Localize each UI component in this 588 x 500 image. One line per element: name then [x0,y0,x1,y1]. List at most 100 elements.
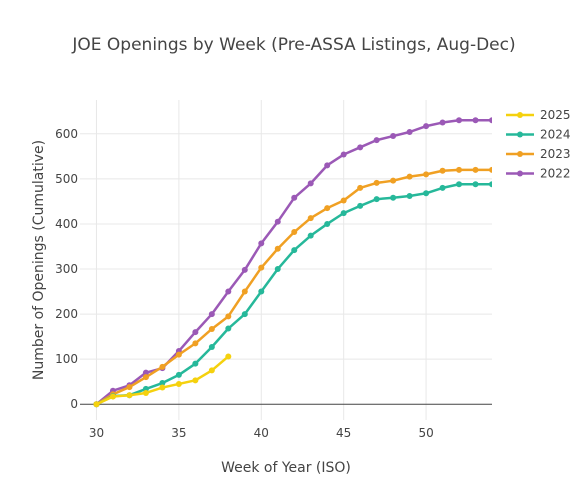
data-point-2025 [175,380,182,387]
data-point-2022 [324,162,331,169]
data-point-2022 [489,117,492,124]
data-point-2023 [225,313,232,320]
legend-item-2022[interactable]: 2022 [506,167,571,181]
series-2025[interactable] [93,353,232,408]
legend[interactable]: 2025 2024 2023 2022 [506,108,571,181]
data-point-2023 [472,166,479,173]
data-point-2024 [439,184,446,191]
data-point-2022 [439,119,446,126]
data-point-2024 [324,220,331,227]
data-point-2023 [324,205,331,212]
legend-label: 2025 [540,108,571,122]
y-tick-label: 0 [70,397,78,411]
legend-swatch-marker [517,112,523,118]
data-point-2025 [225,353,232,360]
data-point-2023 [291,229,298,236]
data-point-2023 [456,166,463,173]
data-point-2024 [489,181,492,188]
data-point-2024 [456,181,463,188]
x-tick-label: 30 [89,426,104,440]
y-tick-label: 500 [55,172,78,186]
data-point-2024 [192,360,199,367]
legend-label: 2022 [540,167,571,181]
data-point-2024 [390,194,397,201]
chart-title: JOE Openings by Week (Pre-ASSA Listings,… [71,35,515,55]
data-point-2022 [274,218,281,225]
y-axis-title: Number of Openings (Cumulative) [31,140,47,380]
series-2023[interactable] [93,166,495,408]
data-point-2024 [423,190,430,197]
series-group [93,117,495,408]
data-point-2023 [307,215,314,222]
data-point-2024 [340,210,347,217]
legend-label: 2023 [540,147,571,161]
x-tick-label: 35 [171,426,186,440]
data-point-2024 [357,202,364,209]
data-point-2023 [423,171,430,178]
data-point-2022 [258,240,265,247]
data-point-2023 [274,245,281,252]
x-tick-label: 45 [336,426,351,440]
data-point-2025 [159,384,166,391]
data-point-2024 [291,247,298,254]
data-point-2023 [126,384,133,391]
data-point-2025 [192,377,199,384]
data-point-2022 [456,117,463,124]
legend-item-2025[interactable]: 2025 [506,108,571,122]
data-point-2022 [241,266,248,273]
data-point-2024 [225,325,232,332]
legend-swatch-marker [517,151,523,157]
data-point-2024 [241,311,248,318]
data-point-2023 [142,374,149,381]
legend-label: 2024 [540,128,571,142]
grid [80,100,492,420]
legend-item-2024[interactable]: 2024 [506,128,571,142]
data-point-2023 [406,173,413,180]
x-tick-label: 40 [254,426,269,440]
data-point-2024 [472,181,479,188]
y-tick-label: 100 [55,352,78,366]
data-point-2022 [373,137,380,144]
data-point-2023 [489,166,492,173]
data-point-2022 [390,133,397,140]
data-point-2023 [175,351,182,358]
data-point-2023 [192,340,199,347]
data-point-2024 [159,380,166,387]
data-point-2025 [208,367,215,374]
legend-swatch-marker [517,170,523,177]
data-point-2025 [93,401,100,408]
data-point-2023 [439,167,446,174]
data-point-2023 [373,179,380,186]
data-point-2022 [423,123,430,130]
data-point-2022 [291,194,298,201]
data-point-2022 [225,288,232,295]
y-tick-label: 300 [55,262,78,276]
data-point-2023 [340,197,347,204]
data-point-2022 [307,180,314,187]
data-point-2023 [208,325,215,332]
data-point-2024 [406,193,413,199]
data-point-2024 [258,288,265,295]
data-point-2022 [340,151,347,158]
data-point-2023 [159,363,166,370]
y-tick-label: 200 [55,307,78,321]
x-axis-title: Week of Year (ISO) [221,460,351,476]
legend-item-2023[interactable]: 2023 [506,147,571,161]
data-point-2024 [373,196,380,203]
data-point-2025 [126,392,133,399]
y-tick-label: 400 [55,217,78,231]
data-point-2022 [357,144,364,151]
data-point-2022 [208,311,215,318]
legend-swatch-marker [517,131,523,138]
x-tick-label: 50 [418,426,433,440]
data-point-2024 [307,232,314,239]
data-point-2023 [241,288,248,295]
data-point-2022 [142,369,149,376]
data-point-2025 [142,389,149,396]
data-point-2024 [274,266,281,273]
data-point-2022 [472,117,479,124]
data-point-2023 [357,184,364,191]
data-point-2024 [175,371,182,378]
